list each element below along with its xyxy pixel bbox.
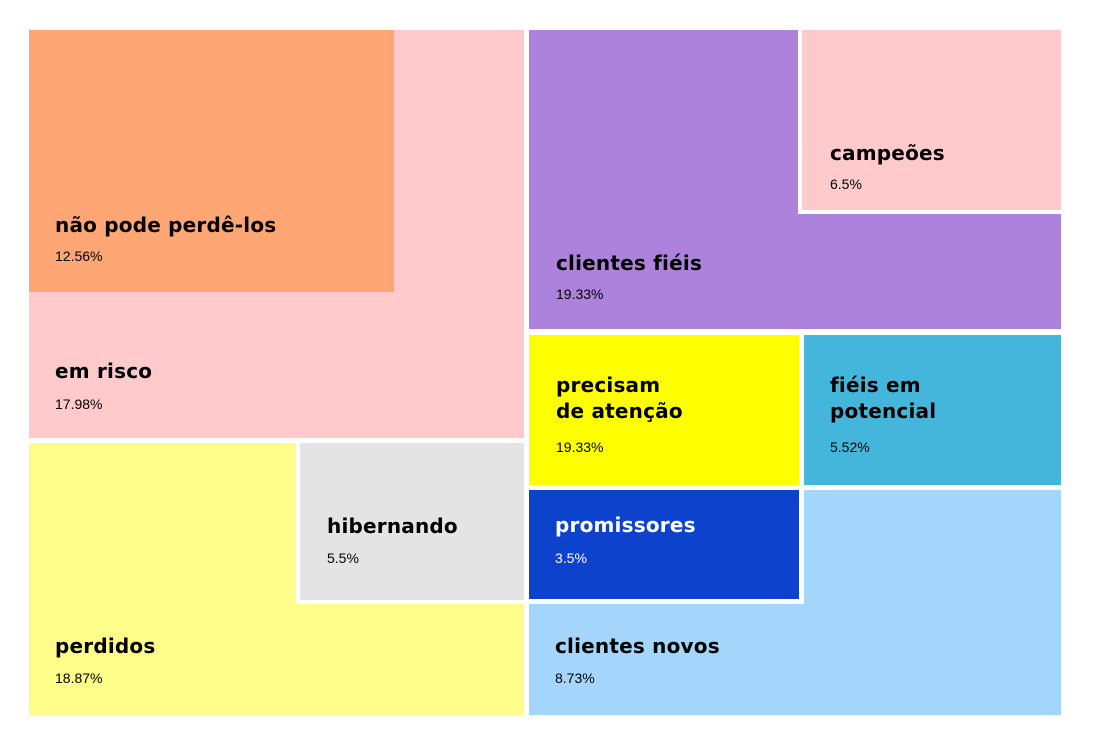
segment-hibernando bbox=[296, 443, 528, 604]
label-precisam-de-atencao: precisam de atenção bbox=[556, 373, 683, 423]
percent-precisam-de-atencao: 19.33% bbox=[556, 439, 604, 455]
label-promissores: promissores bbox=[555, 513, 696, 537]
label-nao-pode-perde-los: não pode perdê-los bbox=[55, 213, 277, 237]
label-campeoes: campeões bbox=[830, 141, 945, 165]
label-em-risco: em risco bbox=[55, 359, 153, 383]
segment-campeoes bbox=[798, 30, 1061, 214]
percent-fieis-em-potencial: 5.52% bbox=[830, 439, 870, 455]
label-fieis-em-potencial: fiéis em potencial bbox=[830, 373, 937, 423]
percent-em-risco: 17.98% bbox=[55, 396, 103, 412]
percent-promissores: 3.5% bbox=[555, 550, 587, 566]
label-hibernando: hibernando bbox=[327, 514, 458, 538]
label-perdidos: perdidos bbox=[55, 634, 156, 658]
percent-hibernando: 5.5% bbox=[327, 550, 359, 566]
percent-perdidos: 18.87% bbox=[55, 670, 103, 686]
percent-clientes-novos: 8.73% bbox=[555, 670, 595, 686]
segment-precisam-de-atencao bbox=[529, 335, 799, 485]
percent-nao-pode-perde-los: 12.56% bbox=[55, 248, 103, 264]
segment-fieis-em-potencial bbox=[804, 335, 1061, 485]
segment-promissores bbox=[529, 490, 804, 604]
segment-nao-pode-perde-los bbox=[29, 30, 394, 292]
label-clientes-fieis: clientes fiéis bbox=[556, 251, 703, 275]
label-clientes-novos: clientes novos bbox=[555, 634, 720, 658]
percent-campeoes: 6.5% bbox=[830, 176, 862, 192]
percent-clientes-fieis: 19.33% bbox=[556, 286, 604, 302]
